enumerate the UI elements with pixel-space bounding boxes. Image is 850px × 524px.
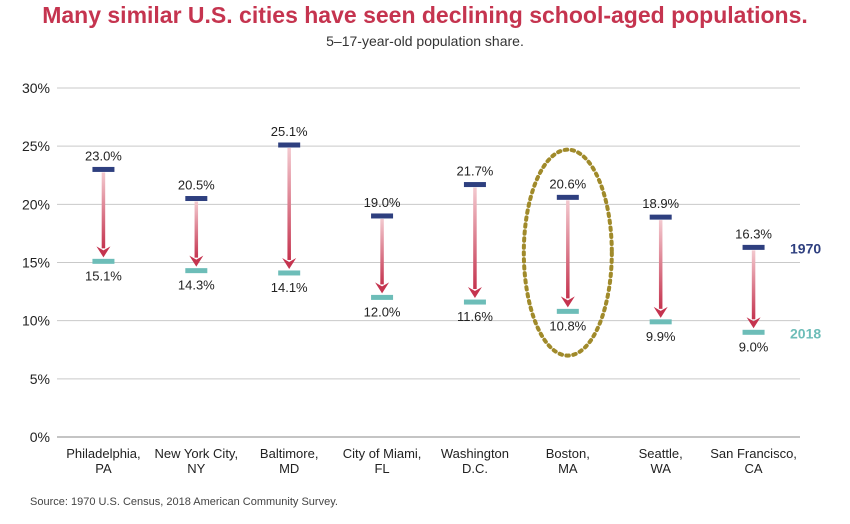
- category-label: Seattle,: [639, 446, 683, 461]
- mark-2018: [371, 294, 394, 300]
- value-label-1970: 20.6%: [549, 176, 586, 191]
- value-label-1970: 18.9%: [642, 196, 679, 211]
- mark-1970: [742, 244, 765, 250]
- arrow-shaft: [287, 148, 291, 260]
- mark-1970: [92, 166, 115, 172]
- y-tick-label: 5%: [30, 371, 50, 387]
- category-label: FL: [374, 461, 389, 476]
- highlight-ellipse: [521, 147, 614, 358]
- chart-source: Source: 1970 U.S. Census, 2018 American …: [30, 496, 338, 508]
- y-tick-label: 10%: [22, 313, 50, 329]
- category-label: MA: [558, 461, 578, 476]
- arrow-head: [282, 257, 297, 269]
- value-label-1970: 16.3%: [735, 226, 772, 241]
- y-tick-label: 0%: [30, 429, 50, 445]
- mark-1970: [185, 196, 208, 202]
- arrow-head: [746, 317, 761, 329]
- mark-2018: [649, 319, 672, 325]
- category-label: Philadelphia,: [66, 446, 140, 461]
- value-label-2018: 10.8%: [549, 318, 586, 333]
- value-label-2018: 14.3%: [178, 278, 215, 293]
- arrow-shaft: [194, 201, 199, 258]
- value-label-1970: 20.5%: [178, 178, 215, 193]
- mark-1970: [371, 213, 394, 219]
- y-tick-label: 15%: [22, 255, 50, 271]
- value-label-2018: 9.9%: [646, 329, 676, 344]
- mark-2018: [185, 268, 208, 274]
- arrow-shaft: [101, 172, 106, 249]
- y-tick-label: 30%: [22, 80, 50, 96]
- value-label-1970: 21.7%: [457, 164, 494, 179]
- chart-title: Many similar U.S. cities have seen decli…: [42, 2, 808, 28]
- mark-1970: [649, 214, 672, 220]
- arrow-shaft: [380, 218, 384, 285]
- mark-1970: [556, 194, 579, 200]
- category-label: MD: [279, 461, 299, 476]
- arrow-shaft: [751, 250, 756, 320]
- arrow-shaft: [566, 200, 570, 299]
- value-label-1970: 25.1%: [271, 124, 308, 139]
- category-label: San Francisco,: [710, 446, 797, 461]
- legend-1970: 1970: [790, 240, 821, 256]
- arrow-head: [96, 246, 111, 258]
- chart-subtitle: 5–17-year-old population share.: [326, 33, 524, 49]
- value-label-1970: 19.0%: [364, 195, 401, 210]
- mark-2018: [463, 299, 486, 305]
- category-label: Baltimore,: [260, 446, 319, 461]
- value-label-2018: 15.1%: [85, 268, 122, 283]
- value-label-1970: 23.0%: [85, 148, 122, 163]
- category-label: City of Miami,: [343, 446, 422, 461]
- legend-2018: 2018: [790, 325, 821, 341]
- mark-1970: [278, 142, 301, 148]
- category-label: D.C.: [462, 461, 488, 476]
- y-tick-label: 20%: [22, 196, 50, 212]
- category-label: PA: [95, 461, 112, 476]
- mark-2018: [278, 270, 301, 276]
- value-label-2018: 11.6%: [457, 309, 493, 324]
- arrow-head: [560, 296, 575, 308]
- category-label: WA: [650, 461, 671, 476]
- value-label-2018: 12.0%: [364, 304, 401, 319]
- value-label-2018: 9.0%: [739, 339, 769, 354]
- arrow-head: [467, 287, 482, 299]
- mark-2018: [556, 308, 579, 314]
- category-label: Washington: [441, 446, 509, 461]
- mark-2018: [92, 258, 115, 264]
- arrow-shaft: [473, 187, 477, 290]
- y-tick-label: 25%: [22, 138, 50, 154]
- category-label: Boston,: [546, 446, 590, 461]
- mark-2018: [742, 329, 765, 335]
- arrow-head: [653, 306, 668, 318]
- arrow-shaft: [658, 220, 663, 309]
- category-label: NY: [187, 461, 205, 476]
- category-label: New York City,: [155, 446, 239, 461]
- mark-1970: [463, 182, 486, 188]
- arrow-head: [189, 255, 204, 267]
- value-label-2018: 14.1%: [271, 280, 308, 295]
- arrow-head: [375, 282, 390, 294]
- category-label: CA: [745, 461, 763, 476]
